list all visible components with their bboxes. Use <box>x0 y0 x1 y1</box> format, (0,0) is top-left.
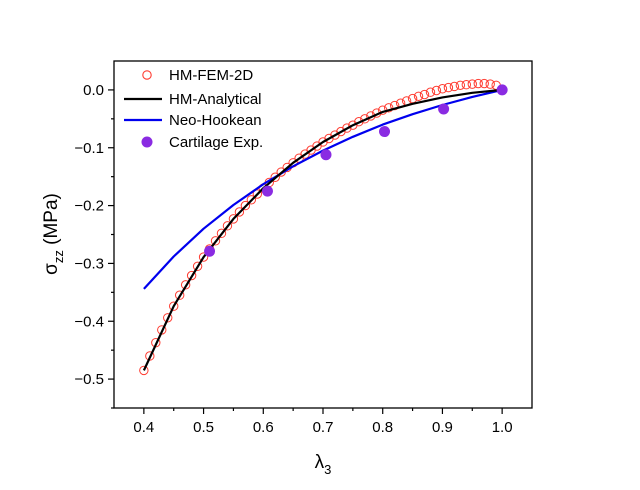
x-tick-label: 0.4 <box>133 419 154 436</box>
data-point-hm-fem-2d <box>413 91 424 101</box>
legend-filled-circle-marker <box>141 136 153 148</box>
legend-item-cartilage-exp: Cartilage Exp. <box>141 134 263 151</box>
data-point-hm-fem-2d <box>473 78 483 89</box>
data-point-hm-fem-2d <box>246 195 257 205</box>
legend-item-hm-fem-2d: HM-FEM-2D <box>142 67 253 84</box>
legend-label-neo-hookean: Neo-Hookean <box>169 112 262 129</box>
legend-label-cartilage-exp: Cartilage Exp. <box>169 134 263 151</box>
data-point-hm-fem-2d <box>437 84 448 94</box>
data-point-hm-fem-2d <box>270 172 280 182</box>
data-point-hm-fem-2d <box>419 89 430 100</box>
legend-label-hm-analytical: HM-Analytical <box>169 91 262 108</box>
data-point-hm-fem-2d <box>234 207 245 217</box>
y-axis-title: σzz (MPa) <box>41 193 66 275</box>
data-point-cartilage-exp <box>496 84 508 96</box>
legend-item-hm-analytical: HM-Analytical <box>124 91 262 108</box>
series-layer <box>139 78 508 376</box>
x-tick-label: 1.0 <box>492 419 513 436</box>
data-point-hm-fem-2d <box>210 236 221 246</box>
x-axis-title: λ3 <box>315 452 332 477</box>
data-point-hm-fem-2d <box>425 87 436 97</box>
data-point-hm-fem-2d <box>222 221 233 231</box>
data-point-hm-fem-2d <box>342 123 352 133</box>
data-point-cartilage-exp <box>204 245 216 257</box>
y-tick-label: −0.5 <box>74 371 104 388</box>
data-point-cartilage-exp <box>438 103 450 115</box>
data-point-hm-fem-2d <box>139 365 149 376</box>
legend: HM-FEM-2D HM-Analytical Neo-Hookean Cart… <box>124 67 263 151</box>
legend-open-circle-marker <box>142 70 152 80</box>
y-tick-label: −0.1 <box>74 140 104 157</box>
data-point-hm-fem-2d <box>169 301 179 311</box>
data-point-cartilage-exp <box>379 126 391 138</box>
data-point-hm-fem-2d <box>174 290 185 300</box>
data-point-hm-fem-2d <box>180 280 191 290</box>
data-point-hm-fem-2d <box>467 79 477 89</box>
data-point-hm-fem-2d <box>443 82 454 93</box>
series-line-hm-analytical <box>142 88 503 371</box>
data-point-hm-fem-2d <box>240 200 251 211</box>
data-point-hm-fem-2d <box>431 85 442 96</box>
data-point-hm-fem-2d <box>198 252 209 262</box>
y-tick-label: −0.3 <box>74 255 104 272</box>
data-point-hm-fem-2d <box>455 80 466 90</box>
x-tick-label: 0.8 <box>372 419 393 436</box>
x-tick-label: 0.9 <box>432 419 453 436</box>
data-point-hm-fem-2d <box>228 214 239 224</box>
legend-item-neo-hookean: Neo-Hookean <box>124 112 262 129</box>
data-point-cartilage-exp <box>261 185 273 197</box>
axes-layer: 0.4 0.5 0.6 0.7 0.8 0.9 1.0 0.0 −0.1 −0.2 −0.3 −0.4… <box>74 82 512 436</box>
data-point-hm-fem-2d <box>479 78 489 89</box>
data-point-hm-fem-2d <box>449 81 460 92</box>
x-tick-label: 0.6 <box>253 419 274 436</box>
data-point-hm-fem-2d <box>485 79 495 89</box>
data-point-hm-fem-2d <box>216 228 227 239</box>
data-point-hm-fem-2d <box>461 80 472 90</box>
data-point-hm-fem-2d <box>186 270 197 281</box>
legend-label-hm-fem-2d: HM-FEM-2D <box>169 67 253 84</box>
data-point-hm-fem-2d <box>383 103 394 113</box>
data-point-hm-fem-2d <box>252 189 263 199</box>
data-point-hm-fem-2d <box>192 261 203 272</box>
y-tick-label: 0.0 <box>83 82 104 99</box>
y-tick-label: −0.2 <box>74 198 104 215</box>
x-tick-label: 0.7 <box>313 419 334 436</box>
data-point-hm-fem-2d <box>163 313 173 323</box>
x-tick-label: 0.5 <box>193 419 214 436</box>
y-tick-label: −0.4 <box>74 313 104 330</box>
data-point-cartilage-exp <box>320 149 332 161</box>
